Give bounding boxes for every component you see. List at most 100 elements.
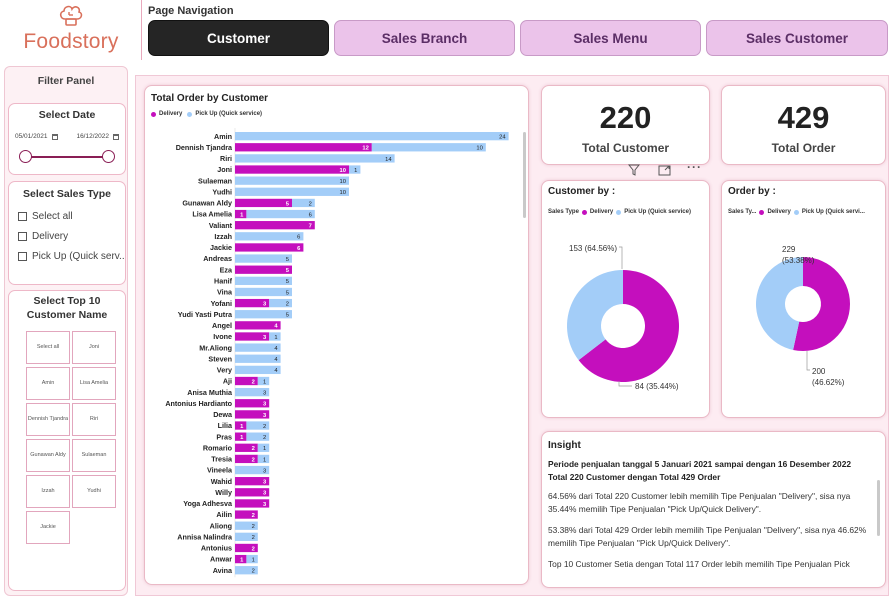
insight-scrollbar[interactable] (877, 480, 880, 536)
bar-chart-scrollbar[interactable] (523, 132, 526, 218)
calendar-icon[interactable] (51, 133, 58, 140)
bar-pickup[interactable] (235, 354, 281, 363)
bar-delivery[interactable] (235, 543, 258, 553)
category-label: Jackie (210, 243, 232, 252)
bar-value-label: 6 (297, 235, 300, 241)
bar-delivery[interactable] (235, 399, 270, 408)
bar-pickup[interactable] (235, 532, 258, 541)
bar-delivery[interactable] (235, 488, 270, 497)
slider-start-handle[interactable] (19, 150, 32, 163)
bar-pickup[interactable] (235, 232, 304, 241)
bar-delivery[interactable] (235, 554, 247, 564)
bar-delivery[interactable] (235, 376, 258, 386)
tile-sulaeman[interactable]: Sulaeman (72, 439, 116, 473)
bar-delivery[interactable] (235, 510, 258, 519)
date-range-slider[interactable] (19, 150, 115, 164)
calendar-icon[interactable] (113, 133, 119, 140)
bar-pickup[interactable] (235, 566, 258, 575)
bar-delivery[interactable] (235, 243, 304, 252)
end-date-field[interactable]: 16/12/2022 (76, 133, 119, 140)
bar-delivery[interactable] (235, 209, 247, 219)
bar-pickup[interactable] (235, 187, 349, 196)
tile-gunawan-aldy[interactable]: Gunawan Aldy (26, 439, 70, 473)
nav-button-customer[interactable]: Customer (148, 20, 329, 56)
start-date-field[interactable]: 05/01/2021 (15, 133, 58, 140)
customer-by-legend: Sales Type Delivery Pick Up (Quick servi… (548, 209, 691, 215)
bar-pickup[interactable] (235, 521, 258, 530)
bar-pickup[interactable] (235, 287, 292, 297)
bar-pickup[interactable] (246, 432, 270, 441)
checkbox-pick-up[interactable]: Pick Up (Quick serv... (18, 251, 125, 262)
bar-value-label: 2 (252, 457, 255, 463)
tile-izzah[interactable]: Izzah (26, 475, 70, 509)
checkbox-select-all[interactable]: Select all (18, 211, 125, 222)
slice-pickup[interactable] (756, 257, 803, 350)
bar-delivery[interactable] (235, 198, 292, 208)
bar-pickup[interactable] (235, 132, 509, 141)
bar-delivery[interactable] (235, 454, 258, 464)
bar-value-label: 1 (263, 446, 266, 452)
bar-delivery[interactable] (235, 298, 270, 308)
bar-pickup[interactable] (235, 176, 349, 185)
tile-dennish-tjandra[interactable]: Dennish Tjandra (26, 403, 70, 437)
bar-pickup[interactable] (269, 298, 292, 308)
tile-yudhi[interactable]: Yudhi (72, 475, 116, 509)
bar-delivery[interactable] (235, 143, 372, 152)
bar-chart-title: Total Order by Customer (151, 93, 269, 104)
data-label: 84 (35.44%) (635, 382, 679, 391)
more-options-icon[interactable]: ··· (687, 160, 702, 174)
bar-pickup[interactable] (235, 465, 270, 475)
bar-pickup[interactable] (257, 443, 270, 452)
bar-pickup[interactable] (246, 421, 270, 430)
checkbox-icon[interactable] (18, 232, 27, 241)
bar-pickup[interactable] (269, 332, 281, 341)
bar-pickup[interactable] (235, 276, 292, 285)
bar-pickup[interactable] (246, 209, 315, 219)
tile-riri[interactable]: Riri (72, 403, 116, 437)
category-label: Willy (215, 488, 232, 497)
tile-jackie[interactable]: Jackie (26, 511, 70, 545)
slider-end-handle[interactable] (102, 150, 115, 163)
focus-mode-icon[interactable] (658, 164, 671, 179)
slice-delivery[interactable] (793, 257, 850, 351)
bar-pickup[interactable] (257, 376, 270, 386)
bar-delivery[interactable] (235, 421, 247, 430)
bar-pickup[interactable] (235, 343, 281, 352)
category-label: Yofani (211, 299, 232, 308)
bar-pickup[interactable] (257, 454, 270, 464)
category-label: Antonius Hardianto (165, 399, 232, 408)
bar-pickup[interactable] (235, 310, 292, 319)
bar-pickup[interactable] (371, 143, 486, 152)
checkbox-delivery[interactable]: Delivery (18, 231, 125, 242)
nav-button-sales-customer[interactable]: Sales Customer (706, 20, 888, 56)
slice-pickup[interactable] (567, 270, 623, 361)
bar-delivery[interactable] (235, 499, 270, 508)
tile-select-all[interactable]: Select all (26, 331, 70, 365)
bar-delivery[interactable] (235, 443, 258, 452)
bar-delivery[interactable] (235, 321, 281, 330)
bar-pickup[interactable] (235, 387, 270, 397)
tile-lisa-amelia[interactable]: Lisa Amelia (72, 367, 116, 401)
date-slicer: Select Date 05/01/2021 16/12/2022 (8, 103, 126, 175)
bar-delivery[interactable] (235, 265, 292, 274)
filter-icon[interactable] (627, 164, 641, 179)
bar-delivery[interactable] (235, 477, 270, 486)
bar-pickup[interactable] (292, 198, 315, 208)
bar-pickup[interactable] (235, 365, 281, 375)
bar-delivery[interactable] (235, 432, 247, 441)
checkbox-icon[interactable] (18, 252, 27, 261)
bar-pickup[interactable] (246, 554, 258, 564)
checkbox-icon[interactable] (18, 212, 27, 221)
nav-button-sales-branch[interactable]: Sales Branch (334, 20, 515, 56)
tile-amin[interactable]: Amin (26, 367, 70, 401)
nav-button-sales-menu[interactable]: Sales Menu (520, 20, 701, 56)
bar-pickup[interactable] (235, 254, 292, 263)
slice-delivery[interactable] (578, 270, 679, 382)
bar-delivery[interactable] (235, 221, 315, 230)
bar-pickup[interactable] (235, 154, 395, 163)
bar-delivery[interactable] (235, 410, 270, 419)
tile-joni[interactable]: Joni (72, 331, 116, 365)
bar-delivery[interactable] (235, 165, 349, 174)
bar-delivery[interactable] (235, 332, 270, 341)
bar-pickup[interactable] (349, 165, 361, 174)
